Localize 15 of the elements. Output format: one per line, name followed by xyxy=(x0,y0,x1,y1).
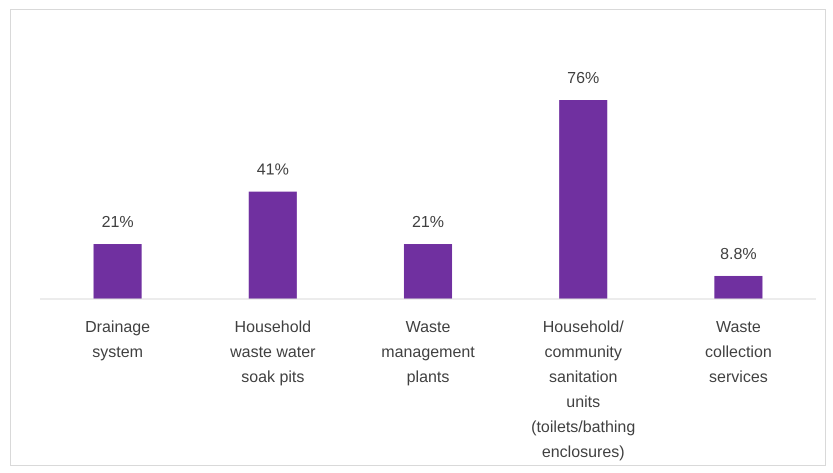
x-tick-label: Household waste water soak pits xyxy=(229,319,316,386)
x-tick-label: Waste management plants xyxy=(381,319,476,386)
bar xyxy=(404,244,452,299)
data-label: 21% xyxy=(102,214,134,232)
bar xyxy=(714,276,762,299)
data-label: 8.8% xyxy=(720,246,757,263)
bar xyxy=(248,192,297,299)
data-label: 41% xyxy=(256,162,289,179)
x-tick-label: Drainage system xyxy=(85,319,150,361)
x-tick-label: Household/ community sanitation units (toilets/bathing enclosures) xyxy=(531,319,636,461)
x-tick-label: Waste collection services xyxy=(705,319,772,386)
data-label: 21% xyxy=(412,214,444,232)
bar xyxy=(559,100,608,299)
data-label: 76% xyxy=(567,70,600,87)
bar xyxy=(94,244,142,299)
